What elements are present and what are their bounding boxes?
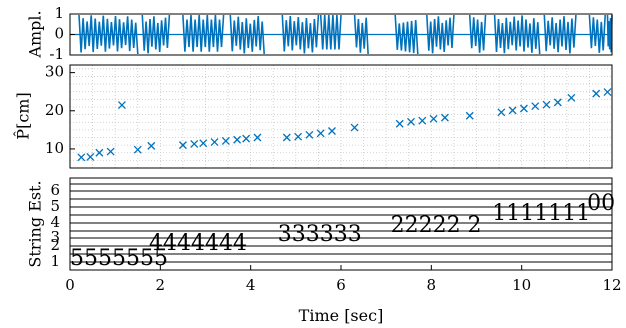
amplitude-waveform: [70, 14, 613, 55]
amplitude-y-ticks: 1 0 -1: [49, 4, 75, 63]
pitch-y-tick-label: 20: [45, 101, 64, 119]
string-estimate-label: 5555555: [70, 246, 168, 271]
amplitude-note-segment: [281, 14, 320, 54]
string-y-tick-label: 5: [50, 197, 60, 215]
time-x-tick-label: 4: [246, 276, 256, 294]
amplitude-note-segment: [606, 14, 613, 53]
amplitude-panel: 1 0 -1 Ampl.: [26, 4, 613, 63]
pitch-point: [497, 108, 506, 117]
pitch-point: [199, 139, 208, 148]
string-estimate-label: 4444444: [149, 231, 247, 256]
pitch-point: [233, 135, 242, 144]
string-estimate-label: 1111111: [492, 201, 590, 226]
string-y-tick-label: 4: [50, 213, 60, 231]
pitch-point: [350, 123, 359, 132]
pitch-panel: 10 20 30 P̂[cm]: [14, 63, 613, 169]
pitch-point: [210, 138, 219, 147]
pitch-point: [531, 102, 540, 111]
string-y-axis-label: String Est.: [26, 180, 45, 267]
pitch-point: [553, 98, 562, 107]
pitch-point: [567, 93, 576, 102]
time-x-tick-label: 0: [65, 276, 75, 294]
pitch-point: [305, 130, 314, 139]
string-estimate-label: 00: [587, 191, 615, 216]
string-lines: [70, 183, 612, 263]
amplitude-note-segment: [394, 14, 419, 55]
pitch-point: [221, 136, 230, 145]
pitch-point: [603, 88, 612, 97]
string-y-tick-label: 2: [50, 236, 60, 254]
pitch-grid: [69, 65, 613, 169]
pitch-y-ticks: 10 20 30: [45, 63, 75, 157]
pitch-point: [316, 129, 325, 138]
amplitude-note-segment: [141, 14, 171, 54]
pitch-point: [147, 141, 156, 150]
pitch-point: [77, 153, 86, 162]
pitch-point: [178, 141, 187, 150]
pitch-point: [282, 133, 291, 142]
amplitude-note-segment: [468, 14, 487, 53]
pitch-points: [77, 88, 612, 162]
pitch-point: [242, 134, 251, 143]
pitch-y-tick-label: 10: [45, 139, 64, 157]
pitch-point: [407, 117, 415, 126]
pitch-point: [106, 147, 115, 156]
string-y-tick-label: 3: [50, 228, 60, 246]
string-estimate-label: 33333: [278, 222, 348, 247]
amplitude-note-segment: [493, 14, 541, 55]
time-x-tick-label: 6: [336, 276, 346, 294]
pitch-axes-box: [69, 64, 613, 169]
time-x-tick-label: 10: [512, 276, 531, 294]
time-x-tick-label: 2: [156, 276, 166, 294]
pitch-point: [294, 132, 303, 141]
amplitude-note-segment: [319, 14, 342, 50]
pitch-point: [133, 145, 142, 154]
pitch-point: [592, 89, 601, 98]
pitch-y-tick-label: 30: [45, 63, 64, 81]
pitch-y-axis-label: P̂[cm]: [14, 92, 33, 139]
pitch-point: [86, 152, 95, 161]
pitch-point: [95, 148, 104, 157]
amplitude-y-axis-label: Ampl.: [26, 10, 45, 58]
string-estimate-label: 3: [348, 222, 362, 247]
time-x-axis-label: Time [sec]: [299, 306, 384, 325]
pitch-point: [440, 113, 449, 122]
pitch-point: [328, 127, 336, 135]
amplitude-y-tick-label: -1: [49, 45, 64, 63]
amplitude-note-segment: [588, 14, 606, 53]
amplitude-note-segment: [426, 14, 455, 54]
amplitude-note-segment: [543, 14, 577, 54]
amplitude-y-tick-label: 0: [54, 25, 64, 43]
pitch-point: [519, 104, 528, 113]
string-y-tick-label: 6: [50, 181, 60, 199]
string-y-tick-label: 1: [50, 252, 60, 270]
time-x-tick-label: 12: [602, 276, 621, 294]
amplitude-note-segment: [78, 14, 139, 55]
pitch-point: [429, 114, 438, 123]
amplitude-y-tick-label: 1: [54, 4, 64, 22]
pitch-point: [542, 100, 551, 109]
pitch-point: [190, 140, 199, 148]
pitch-point: [508, 106, 517, 115]
amplitude-note-segment: [182, 14, 225, 52]
pitch-point: [395, 119, 404, 128]
amplitude-note-segment: [229, 14, 265, 55]
pitch-point: [465, 111, 474, 120]
amplitude-note-segment: [353, 14, 369, 55]
string-estimate-label: 2: [467, 213, 481, 238]
time-x-tick-label: 8: [427, 276, 437, 294]
string-estimate-label: 22222: [391, 213, 461, 238]
pitch-point: [253, 133, 262, 142]
pitch-point: [418, 116, 427, 125]
time-x-ticks: 0 2 4 6 8 10 12: [65, 265, 622, 294]
pitch-point: [117, 101, 126, 110]
